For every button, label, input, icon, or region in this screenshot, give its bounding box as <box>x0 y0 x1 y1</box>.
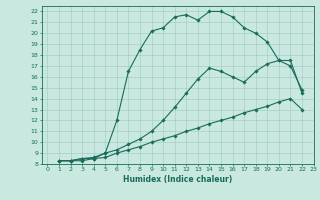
X-axis label: Humidex (Indice chaleur): Humidex (Indice chaleur) <box>123 175 232 184</box>
